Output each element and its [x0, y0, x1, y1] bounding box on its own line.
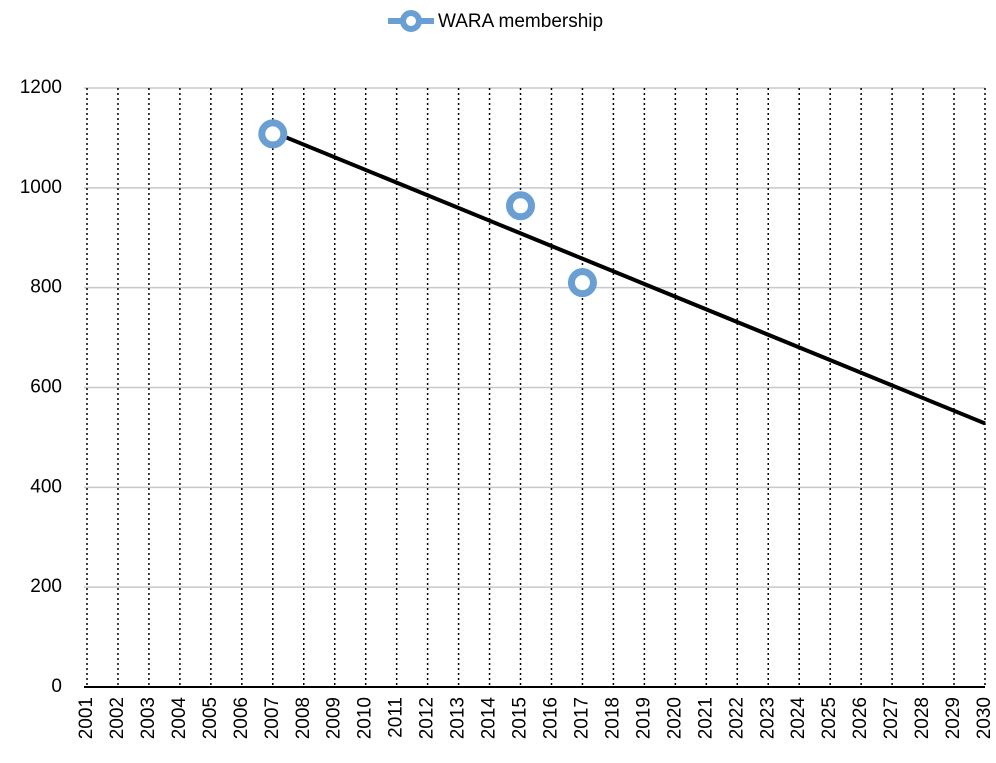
x-tick-label: 2021 — [695, 697, 716, 739]
x-tick-label: 2025 — [819, 697, 840, 739]
trendline — [272, 130, 986, 426]
x-tick-label: 2020 — [664, 697, 685, 739]
x-tick-label: 2008 — [293, 697, 314, 739]
marker — [506, 191, 536, 221]
marker — [567, 268, 597, 298]
y-tick-label: 800 — [30, 277, 62, 298]
x-tick-label: 2013 — [448, 697, 469, 739]
x-tick-label: 2010 — [355, 697, 376, 739]
y-tick-label: 400 — [30, 476, 62, 497]
x-tick-label: 2015 — [510, 697, 531, 739]
x-tick-label: 2007 — [262, 697, 283, 739]
x-tick-label: 2004 — [169, 697, 190, 740]
x-tick-label: 2012 — [417, 697, 438, 739]
x-tick-label: 2005 — [200, 697, 221, 739]
y-tick-label: 1200 — [20, 77, 62, 98]
y-tick-label: 600 — [30, 377, 62, 398]
x-tick-label: 2017 — [571, 697, 592, 739]
marker — [258, 119, 288, 149]
x-tick-label: 2018 — [602, 697, 623, 739]
x-tick-label: 2019 — [633, 697, 654, 739]
x-tick-label: 2002 — [107, 697, 128, 739]
x-tick-label: 2024 — [788, 697, 809, 740]
x-tick-label: 2029 — [943, 697, 964, 739]
y-tick-label: 0 — [51, 676, 62, 697]
x-tick-label: 2030 — [974, 697, 995, 739]
x-tick-label: 2003 — [138, 697, 159, 739]
x-tick-label: 2006 — [231, 697, 252, 739]
x-tick-label: 2011 — [386, 697, 407, 738]
legend-label: WARA membership — [438, 11, 603, 32]
x-tick-label: 2016 — [540, 697, 561, 739]
y-tick-label: 1000 — [20, 177, 62, 198]
x-tick-label: 2009 — [324, 697, 345, 739]
x-tick-label: 2027 — [881, 697, 902, 739]
x-tick-label: 2028 — [912, 697, 933, 739]
x-tick-label: 2001 — [76, 697, 97, 739]
legend-marker — [400, 10, 422, 32]
x-tick-label: 2014 — [479, 697, 500, 740]
y-tick-label: 200 — [30, 576, 62, 597]
x-tick-label: 2026 — [850, 697, 871, 739]
x-tick-label: 2022 — [726, 697, 747, 739]
x-tick-label: 2023 — [757, 697, 778, 739]
